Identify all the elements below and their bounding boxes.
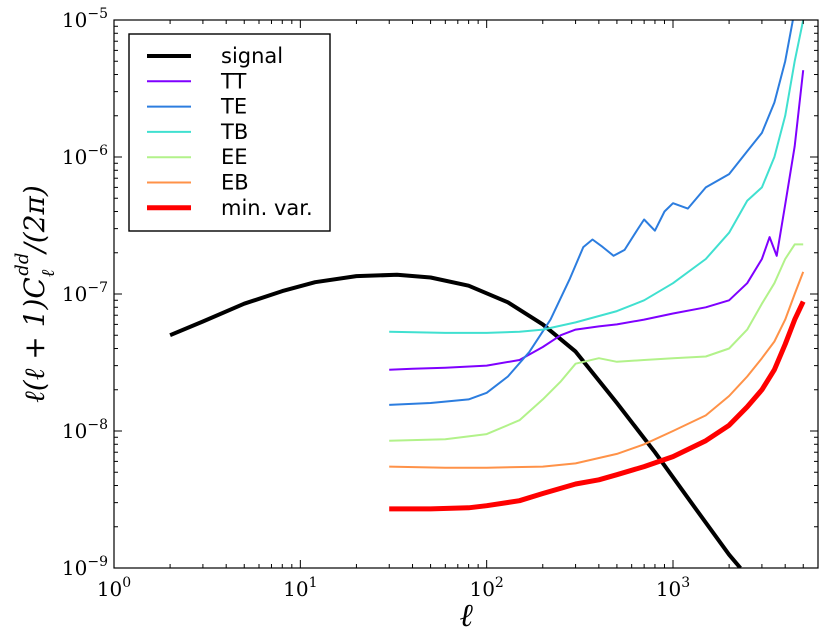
x-tick-label: 102: [469, 575, 503, 601]
series-line-tb: [389, 20, 805, 334]
legend-label: signal: [221, 44, 283, 68]
series-layer: [169, 20, 806, 568]
ticks-layer: 100 101 102 103 10−9 10−8 10−7 10−6 10−5: [62, 6, 819, 601]
x-tick-label: 101: [283, 575, 317, 601]
y-tick-label: 10−9: [62, 554, 108, 580]
series-line-ee: [389, 243, 804, 442]
y-tick-label: 10−8: [62, 417, 108, 443]
series-line-min-var: [389, 300, 806, 512]
series-line-eb: [389, 271, 805, 469]
series-line-tt: [389, 70, 805, 371]
y-tick-label: 10−5: [62, 6, 108, 32]
legend-label: min. var.: [221, 196, 313, 220]
legend-label: TB: [220, 120, 248, 144]
y-axis-label: ℓ(ℓ + 1)Cℓdd/(2π): [12, 185, 59, 403]
y-tick-label: 10−7: [62, 280, 108, 306]
legend-label: EE: [221, 145, 248, 169]
x-tick-label: 103: [656, 575, 690, 601]
series-line-signal: [169, 272, 742, 568]
legend-label: TT: [220, 69, 246, 93]
legend-label: TE: [220, 95, 247, 119]
y-tick-label: 10−6: [62, 143, 108, 169]
x-axis-label: ℓ: [459, 596, 473, 634]
legend-label: EB: [221, 171, 249, 195]
x-tick-label: 100: [97, 575, 131, 601]
series-line-te: [389, 20, 794, 406]
